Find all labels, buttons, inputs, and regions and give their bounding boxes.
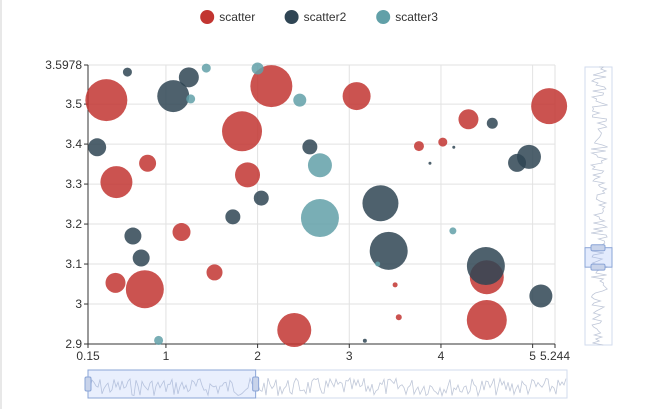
scatter-point[interactable] bbox=[253, 190, 269, 206]
series-scatter bbox=[85, 65, 568, 348]
scatter-point[interactable] bbox=[88, 138, 107, 157]
scatter-point[interactable] bbox=[342, 82, 371, 111]
scatter-point[interactable] bbox=[413, 141, 424, 152]
axes: 0.15 1 2 3 4 5 5.244 2.9 3 3.1 3.2 3.3 3.4 3.5 3.5978 bbox=[45, 58, 570, 363]
scatter-point[interactable] bbox=[105, 272, 126, 293]
scatter-point[interactable] bbox=[222, 111, 263, 152]
window-edge bbox=[0, 0, 2, 409]
series-scatter3 bbox=[154, 62, 457, 345]
scatter-point[interactable] bbox=[302, 139, 318, 155]
y-tick-label: 3.5 bbox=[65, 97, 82, 111]
scatter-point[interactable] bbox=[438, 137, 448, 147]
scatter-point[interactable] bbox=[235, 162, 261, 188]
scatter-point[interactable] bbox=[132, 249, 150, 267]
scatter-point[interactable] bbox=[172, 223, 191, 242]
legend-label: scatter2 bbox=[304, 10, 347, 24]
scatter-point[interactable] bbox=[250, 65, 293, 108]
x-zoom-waveform bbox=[87, 376, 567, 398]
scatter-point[interactable] bbox=[428, 161, 432, 165]
scatter-point[interactable] bbox=[375, 261, 381, 267]
scatter-point[interactable] bbox=[186, 94, 196, 104]
y-tick-label: 3.4 bbox=[65, 137, 82, 151]
y-zoom-handle-start[interactable] bbox=[590, 263, 606, 271]
scatter-point[interactable] bbox=[529, 284, 553, 308]
scatter-point[interactable] bbox=[206, 264, 223, 281]
y-tick-label: 2.9 bbox=[65, 337, 82, 351]
x-tick-label: 5.244 bbox=[540, 349, 570, 363]
scatter-point[interactable] bbox=[251, 62, 264, 75]
x-zoom-handle-end[interactable] bbox=[252, 376, 260, 392]
scatter-point[interactable] bbox=[466, 300, 507, 341]
legend-label: scatter bbox=[219, 10, 255, 24]
scatter-point[interactable] bbox=[122, 67, 132, 77]
y-zoom-track[interactable] bbox=[584, 66, 613, 346]
scatter-point[interactable] bbox=[395, 314, 402, 321]
x-tick-label: 5 bbox=[529, 349, 536, 363]
scatter-point[interactable] bbox=[466, 247, 505, 286]
scatter-point[interactable] bbox=[293, 93, 307, 107]
scatter-point[interactable] bbox=[531, 88, 568, 125]
scatter-point[interactable] bbox=[392, 282, 398, 288]
x-zoom-handle-start[interactable] bbox=[84, 376, 92, 392]
scatter-point[interactable] bbox=[362, 338, 367, 343]
x-tick-label: 1 bbox=[163, 349, 170, 363]
scatter-point[interactable] bbox=[458, 109, 479, 130]
scatter-point[interactable] bbox=[516, 144, 541, 169]
scatter-point[interactable] bbox=[225, 209, 241, 225]
y-zoom-waveform bbox=[589, 66, 609, 346]
scatter-point[interactable] bbox=[449, 227, 457, 235]
scatter-point[interactable] bbox=[486, 117, 498, 129]
y-tick-label: 3.3 bbox=[65, 177, 82, 191]
scatter-point[interactable] bbox=[362, 185, 399, 222]
legend-marker bbox=[376, 10, 391, 24]
scatter-point[interactable] bbox=[125, 270, 164, 309]
x-tick-label: 3 bbox=[346, 349, 353, 363]
y-zoom-handle-end[interactable] bbox=[590, 244, 606, 252]
scatter-point[interactable] bbox=[85, 79, 128, 122]
x-tick-label: 0.15 bbox=[76, 349, 100, 363]
plot-area[interactable] bbox=[85, 62, 568, 348]
x-tick-label: 4 bbox=[438, 349, 445, 363]
scatter-point[interactable] bbox=[307, 153, 332, 178]
scatter-point[interactable] bbox=[139, 154, 157, 172]
legend-item-scatter[interactable]: scatter bbox=[200, 10, 255, 24]
y-tick-label: 3.2 bbox=[65, 217, 82, 231]
scatter-point[interactable] bbox=[300, 199, 339, 238]
legend-label: scatter3 bbox=[395, 10, 438, 24]
legend: scatter scatter2 scatter3 bbox=[200, 10, 438, 24]
scatter-point[interactable] bbox=[154, 335, 164, 345]
scatter-point[interactable] bbox=[124, 227, 142, 245]
x-zoom-slider[interactable] bbox=[84, 369, 568, 399]
x-zoom-window[interactable] bbox=[87, 369, 257, 399]
scatter-point[interactable] bbox=[157, 80, 190, 113]
y-tick-label: 3.5978 bbox=[45, 58, 82, 72]
legend-marker bbox=[284, 10, 299, 24]
scatter-point[interactable] bbox=[277, 313, 312, 348]
scatter-point[interactable] bbox=[201, 63, 211, 73]
scatter-point[interactable] bbox=[178, 67, 199, 88]
legend-item-scatter3[interactable]: scatter3 bbox=[376, 10, 438, 24]
y-tick-label: 3 bbox=[75, 297, 82, 311]
y-tick-label: 3.1 bbox=[65, 257, 82, 271]
scatter-point[interactable] bbox=[452, 145, 456, 149]
scatter-point[interactable] bbox=[369, 231, 408, 270]
scatter-point[interactable] bbox=[100, 166, 133, 199]
x-tick-label: 2 bbox=[254, 349, 261, 363]
legend-marker bbox=[200, 10, 215, 24]
legend-item-scatter2[interactable]: scatter2 bbox=[284, 10, 347, 24]
y-zoom-slider[interactable] bbox=[584, 66, 613, 346]
series-scatter2 bbox=[88, 67, 553, 343]
